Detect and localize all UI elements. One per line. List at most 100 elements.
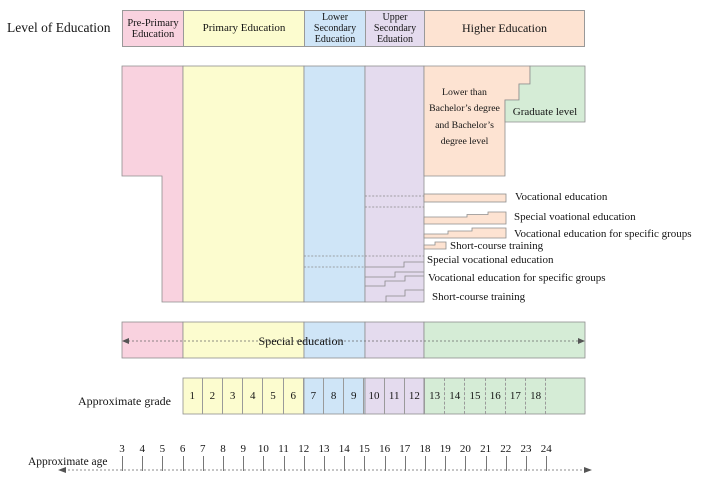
age-label: 6 — [179, 443, 186, 455]
header-lower-secondary: Lower Secondary Education — [304, 10, 366, 47]
age-label: 4 — [139, 443, 145, 455]
age-tick — [384, 456, 386, 471]
special-vocational-label-higher: Special voational education — [514, 211, 636, 223]
age-label: 16 — [379, 443, 391, 455]
short-course-bar-higher — [423, 241, 447, 250]
bachelor-level-label: Lower than Bachelor’s degree and Bachelo… — [429, 87, 500, 147]
graduate-level-label: Graduate level — [512, 106, 578, 118]
grade-block-lower-secondary — [303, 377, 366, 415]
header-lower-secondary-label: Lower Secondary Education — [313, 12, 357, 45]
age-tick — [223, 456, 224, 471]
grade-cell: 16 — [486, 378, 506, 414]
age-label: 10 — [257, 443, 269, 455]
graduate-level-area — [504, 65, 586, 123]
age-label: 5 — [159, 443, 166, 455]
age-label: 23 — [520, 443, 532, 455]
grade-cell: 11 — [385, 378, 405, 414]
age-tick — [526, 456, 527, 471]
age-label: 15 — [358, 443, 370, 455]
header-upper-secondary-label: Upper Secondary Eduation — [373, 12, 417, 45]
header-pre-primary-label: Pre-Primary Education — [127, 17, 179, 40]
special-education-higher — [423, 321, 586, 359]
age-tick — [142, 456, 144, 471]
age-tick — [546, 456, 548, 471]
grade-block-upper-secondary — [364, 377, 425, 415]
age-label: 17 — [399, 443, 411, 455]
special-vocational-label-secondary: Special vocational education — [427, 254, 554, 266]
specific-groups-label-higher: Vocational education for specific groups — [514, 228, 692, 240]
special-education-lower-secondary — [303, 321, 366, 359]
age-label: 21 — [480, 443, 492, 455]
special-education-left-arrow — [122, 338, 129, 344]
age-tick — [344, 456, 346, 471]
short-course-steps — [385, 289, 424, 302]
grade-cell: 13 — [425, 378, 446, 414]
age-tick — [364, 456, 366, 471]
grade-cell: 3 — [223, 378, 244, 414]
approximate-age-label: Approximate age — [28, 456, 108, 468]
grade-cell: 15 — [465, 378, 486, 414]
header-higher: Higher Education — [424, 10, 585, 47]
header-higher-label: Higher Education — [462, 21, 547, 35]
grade-cell: 4 — [243, 378, 264, 414]
grade-cell: 8 — [324, 378, 345, 414]
grade-cell: 6 — [284, 378, 304, 414]
pre-primary-column — [121, 65, 184, 303]
age-tick — [465, 456, 467, 471]
grade-block-higher — [423, 377, 586, 415]
age-tick — [283, 456, 285, 471]
age-tick — [182, 456, 184, 471]
specific-groups-steps — [365, 271, 424, 278]
grade-cell: 1 — [183, 378, 203, 414]
age-tick — [445, 456, 447, 471]
grade-cell: 18 — [526, 378, 547, 414]
age-axis-right-arrow — [584, 467, 592, 473]
short-course-label-secondary: Short-course training — [432, 291, 526, 303]
age-tick — [243, 456, 245, 471]
special-education-primary — [182, 321, 305, 359]
age-tick — [202, 456, 204, 471]
special-education-upper-secondary — [364, 321, 425, 359]
grade-cell: 10 — [364, 378, 385, 414]
age-label: 9 — [240, 443, 246, 455]
grade-cell: 5 — [263, 378, 284, 414]
age-tick — [485, 456, 487, 471]
age-axis-left-arrow — [58, 467, 66, 473]
age-label: 12 — [298, 443, 310, 455]
age-tick — [263, 456, 265, 471]
age-tick — [303, 456, 305, 471]
age-label: 7 — [200, 443, 206, 455]
age-label: 11 — [278, 443, 289, 455]
grade-block-primary — [182, 377, 305, 415]
age-label: 13 — [318, 443, 330, 455]
level-of-education-label: Level of Education — [7, 20, 111, 35]
upper-secondary-column — [364, 65, 425, 303]
age-label: 14 — [338, 443, 350, 455]
grade-cell: 17 — [506, 378, 526, 414]
grade-cell: 12 — [405, 378, 425, 414]
grade-cell: 7 — [304, 378, 324, 414]
age-label: 18 — [419, 443, 431, 455]
specific-groups-steps — [365, 275, 424, 287]
special-education-label: Special education — [258, 334, 344, 348]
grade-cell: 2 — [203, 378, 223, 414]
short-course-label-higher: Short-course training — [450, 240, 544, 252]
age-label: 8 — [220, 443, 226, 455]
primary-column — [182, 65, 305, 303]
approximate-grade-label: Approximate grade — [78, 394, 171, 408]
age-tick — [505, 456, 507, 471]
special-vocational-steps — [365, 261, 424, 268]
header-primary: Primary Education — [183, 10, 305, 47]
age-tick — [404, 456, 406, 471]
grade-cell: 9 — [344, 378, 365, 414]
vocational-education-label: Vocational education — [515, 191, 608, 203]
age-tick — [162, 456, 164, 471]
header-primary-label: Primary Education — [202, 22, 286, 34]
age-label: 24 — [540, 443, 552, 455]
age-label: 19 — [439, 443, 451, 455]
age-tick — [122, 456, 123, 471]
special-education-pre-primary — [121, 321, 184, 359]
special-vocational-bar-higher — [423, 211, 507, 225]
header-upper-secondary: Upper Secondary Eduation — [365, 10, 425, 47]
